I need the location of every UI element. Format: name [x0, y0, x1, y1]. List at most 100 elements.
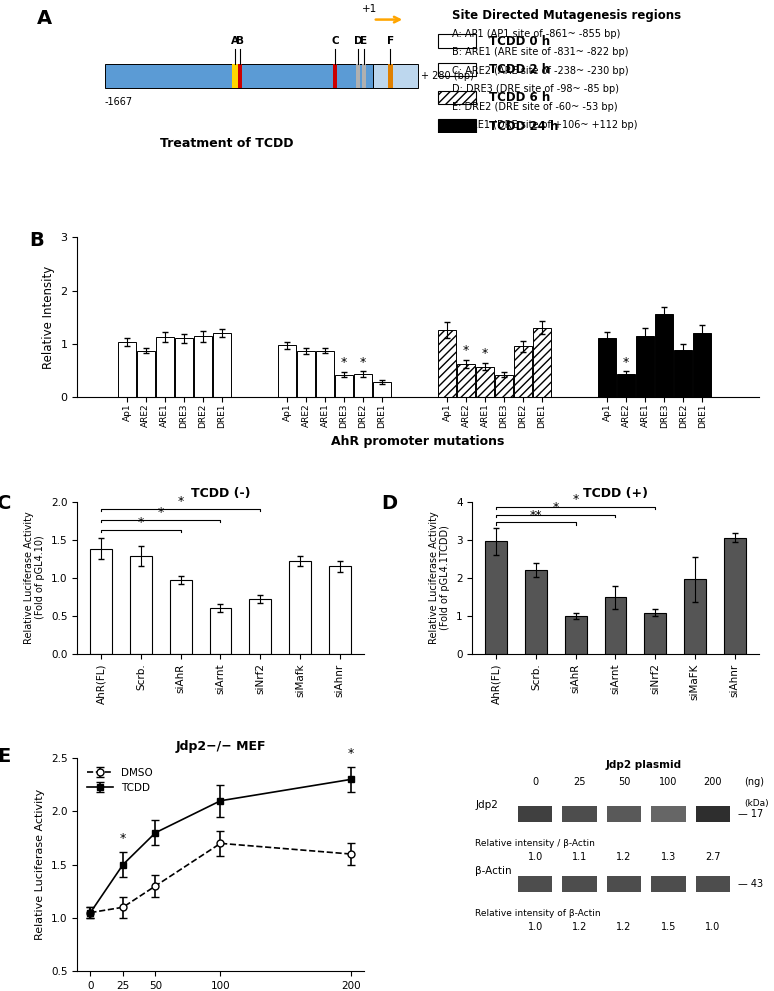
- Text: Relative intensity of β-Actin: Relative intensity of β-Actin: [475, 910, 601, 919]
- Bar: [514, 347, 532, 397]
- Bar: [656, 314, 673, 397]
- Bar: [485, 541, 507, 654]
- Text: F: F: [387, 36, 394, 46]
- Text: *: *: [120, 832, 126, 845]
- Text: D: D: [381, 494, 397, 513]
- Bar: [335, 375, 353, 397]
- Bar: [438, 35, 476, 48]
- Bar: [388, 64, 393, 88]
- Text: *: *: [463, 344, 469, 357]
- Text: *: *: [553, 501, 559, 514]
- Title: TCDD (+): TCDD (+): [583, 488, 648, 500]
- Text: 2.7: 2.7: [705, 852, 721, 862]
- Bar: [249, 599, 271, 654]
- Text: *: *: [360, 356, 366, 369]
- Bar: [438, 119, 476, 133]
- Text: TCDD 0 h: TCDD 0 h: [489, 35, 550, 48]
- Text: D: DRE3 (DRE site of -98~ -85 bp): D: DRE3 (DRE site of -98~ -85 bp): [452, 84, 619, 94]
- Text: (ng): (ng): [745, 777, 764, 787]
- Bar: [636, 336, 654, 397]
- Bar: [175, 339, 193, 397]
- Bar: [518, 806, 553, 823]
- Text: β-Actin: β-Actin: [475, 866, 512, 876]
- Text: C: C: [0, 494, 12, 513]
- Text: A: AP1 (AP1 site of -861~ -855 bp): A: AP1 (AP1 site of -861~ -855 bp): [452, 29, 621, 39]
- Bar: [170, 580, 192, 654]
- Text: B: B: [29, 231, 44, 250]
- Text: 1.5: 1.5: [661, 923, 676, 933]
- Bar: [91, 549, 112, 654]
- Bar: [644, 612, 666, 654]
- Bar: [696, 806, 730, 823]
- Text: Site Directed Mutagenesis regions: Site Directed Mutagenesis regions: [452, 9, 681, 22]
- Text: *: *: [158, 506, 164, 519]
- Bar: [213, 333, 231, 397]
- Text: *: *: [341, 357, 347, 370]
- Text: 1.0: 1.0: [528, 852, 543, 862]
- Bar: [438, 91, 476, 104]
- Bar: [118, 342, 135, 397]
- Text: Treatment of TCDD: Treatment of TCDD: [160, 137, 294, 150]
- Text: F: DRE1 (DRE site of +106~ +112 bp): F: DRE1 (DRE site of +106~ +112 bp): [452, 121, 638, 131]
- Bar: [684, 580, 706, 654]
- Text: 100: 100: [659, 777, 677, 787]
- Text: B: B: [236, 36, 244, 46]
- Text: 1.0: 1.0: [705, 923, 721, 933]
- Y-axis label: Relative Luciferase Activity: Relative Luciferase Activity: [36, 789, 46, 940]
- Text: + 280 (bp): + 280 (bp): [421, 71, 474, 81]
- Y-axis label: Relative Luciferase Activity
(Fold of pGL4.10): Relative Luciferase Activity (Fold of pG…: [24, 511, 46, 644]
- Bar: [356, 64, 360, 88]
- Bar: [297, 351, 315, 397]
- Text: 200: 200: [704, 777, 722, 787]
- Bar: [563, 876, 597, 892]
- Bar: [238, 64, 242, 88]
- Bar: [724, 538, 745, 654]
- Text: *: *: [178, 496, 184, 508]
- Text: *: *: [482, 347, 488, 361]
- Text: 50: 50: [618, 777, 630, 787]
- Text: TCDD 24 h: TCDD 24 h: [489, 120, 559, 133]
- Bar: [674, 350, 692, 397]
- Text: *: *: [138, 516, 144, 529]
- Text: 1.2: 1.2: [616, 852, 632, 862]
- Text: TCDD 6 h: TCDD 6 h: [489, 91, 551, 104]
- Title: TCDD (-): TCDD (-): [190, 488, 250, 500]
- Bar: [651, 806, 686, 823]
- Text: +1: +1: [362, 4, 377, 14]
- Bar: [289, 561, 311, 654]
- Text: *: *: [348, 747, 354, 760]
- Text: D: D: [354, 36, 362, 46]
- Bar: [210, 608, 231, 654]
- Text: C: ARE2 (ARE site of -238~ -230 bp): C: ARE2 (ARE site of -238~ -230 bp): [452, 65, 628, 75]
- Bar: [354, 375, 372, 397]
- Bar: [333, 64, 337, 88]
- Bar: [137, 351, 155, 397]
- Text: 0: 0: [533, 777, 539, 787]
- Bar: [476, 367, 494, 397]
- Text: A: A: [231, 36, 239, 46]
- Text: 1.3: 1.3: [661, 852, 676, 862]
- Text: E: E: [0, 747, 11, 766]
- Text: A: A: [36, 9, 52, 28]
- Bar: [232, 64, 238, 88]
- Bar: [696, 876, 730, 892]
- Text: Relative intensity / β-Actin: Relative intensity / β-Actin: [475, 839, 595, 848]
- Text: B: ARE1 (ARE site of -831~ -822 bp): B: ARE1 (ARE site of -831~ -822 bp): [452, 48, 628, 57]
- Text: Jdp2 plasmid: Jdp2 plasmid: [606, 760, 682, 770]
- Bar: [604, 598, 626, 654]
- Bar: [130, 556, 152, 654]
- Text: -1667: -1667: [104, 97, 133, 107]
- Bar: [518, 876, 553, 892]
- Bar: [438, 330, 456, 397]
- Text: Jdp2: Jdp2: [475, 800, 498, 810]
- Bar: [156, 337, 173, 397]
- Bar: [438, 62, 476, 76]
- Bar: [361, 64, 366, 88]
- Text: 1.2: 1.2: [572, 923, 587, 933]
- Text: *: *: [573, 494, 579, 506]
- Bar: [373, 383, 391, 397]
- Bar: [694, 333, 711, 397]
- Text: — 43: — 43: [738, 879, 764, 889]
- Bar: [278, 346, 296, 397]
- Text: **: **: [529, 508, 543, 521]
